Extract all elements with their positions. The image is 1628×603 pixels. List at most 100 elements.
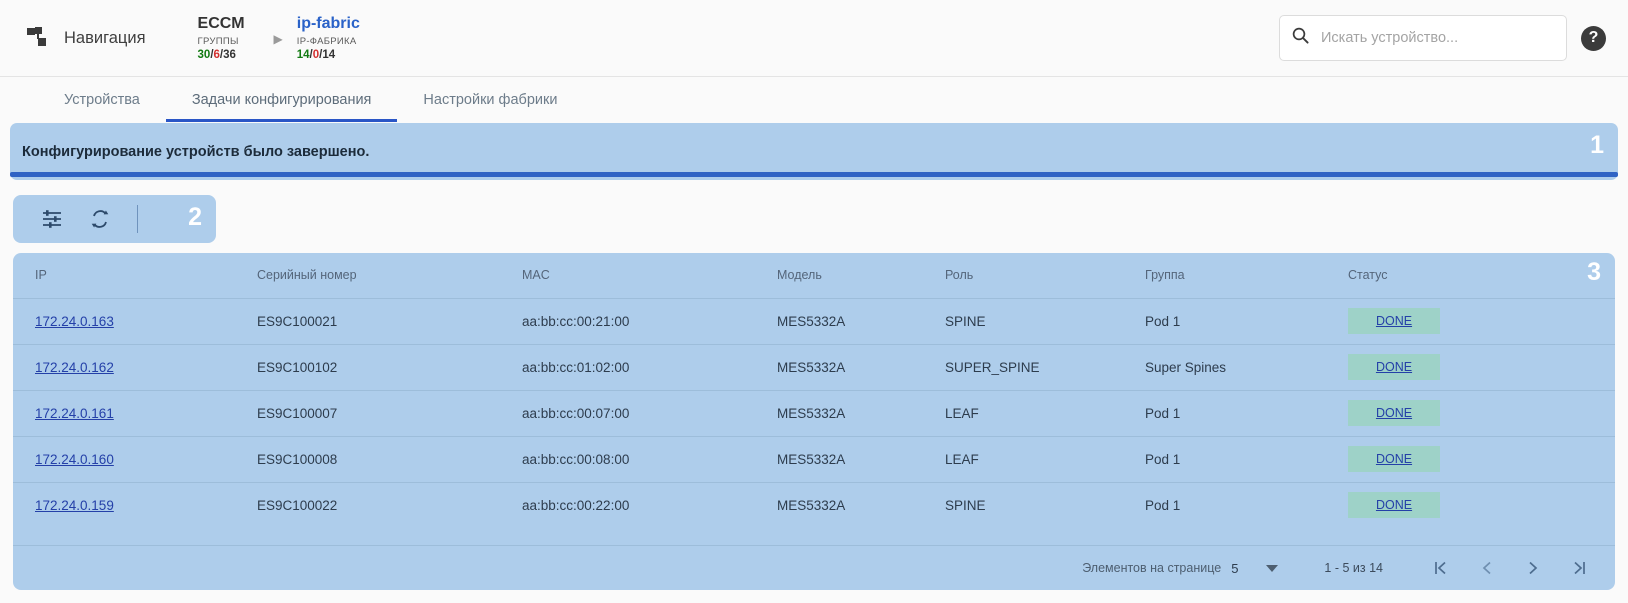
ipfabric-count-sep2: / bbox=[319, 48, 323, 61]
toolbar-divider bbox=[137, 205, 138, 233]
last-page-icon[interactable] bbox=[1561, 550, 1597, 586]
table-row[interactable]: 172.24.0.159 ES9C100022 aa:bb:cc:00:22:0… bbox=[13, 481, 1615, 528]
cell-role: SUPER_SPINE bbox=[923, 343, 1123, 390]
tab-configuration-tasks-label: Задачи конфигурирования bbox=[191, 91, 372, 108]
status-badge[interactable]: DONE bbox=[1348, 400, 1440, 426]
status-badge-label[interactable]: DONE bbox=[1375, 360, 1413, 374]
tab-fabric-settings[interactable]: Настройки фабрики bbox=[397, 77, 583, 122]
cell-group: Super Spines bbox=[1123, 343, 1326, 390]
help-circle-icon[interactable]: ? bbox=[1581, 25, 1606, 51]
ip-link[interactable]: 172.24.0.160 bbox=[35, 451, 114, 467]
chevron-left-icon[interactable] bbox=[1469, 550, 1505, 586]
status-badge-label[interactable]: DONE bbox=[1375, 406, 1413, 420]
sitemap-icon bbox=[26, 26, 52, 50]
status-badge[interactable]: DONE bbox=[1348, 354, 1440, 380]
breadcrumb-item-eccm[interactable]: ECCM ГРУППЫ 30/6/36 bbox=[198, 15, 260, 62]
cell-mac: aa:bb:cc:00:08:00 bbox=[500, 435, 755, 482]
cell-group: Pod 1 bbox=[1123, 481, 1326, 528]
breadcrumb-eccm-subtitle: ГРУППЫ bbox=[197, 35, 239, 47]
eccm-count-sep1: / bbox=[210, 48, 214, 61]
cell-role: LEAF bbox=[923, 435, 1123, 482]
cell-serial: ES9C100022 bbox=[235, 481, 500, 528]
column-header-role[interactable]: Роль bbox=[945, 268, 974, 283]
status-badge-label[interactable]: DONE bbox=[1375, 498, 1413, 513]
tab-devices-label: Устройства bbox=[64, 91, 140, 108]
breadcrumb-separator-icon: ▶ bbox=[273, 32, 283, 46]
eccm-count-bad: 6 bbox=[213, 48, 220, 61]
search-input[interactable] bbox=[1319, 29, 1554, 47]
ip-link[interactable]: 172.24.0.159 bbox=[35, 497, 114, 513]
ipfabric-count-sep1: / bbox=[309, 48, 313, 61]
sync-icon[interactable] bbox=[85, 204, 115, 234]
tune-icon[interactable] bbox=[37, 204, 67, 234]
annotation-marker-2: 2 bbox=[188, 203, 202, 231]
header-right-group: ? bbox=[1279, 15, 1606, 61]
breadcrumb-ipfabric-subtitle: IP-ФАБРИКА bbox=[296, 35, 357, 47]
annotation-marker-3: 3 bbox=[1587, 258, 1601, 286]
column-header-group[interactable]: Группа bbox=[1145, 268, 1185, 283]
chevron-right-icon[interactable] bbox=[1515, 550, 1551, 586]
cell-model: MES5332A bbox=[755, 343, 923, 390]
status-badge-label[interactable]: DONE bbox=[1375, 314, 1413, 328]
chevron-down-icon bbox=[1266, 564, 1279, 572]
cell-role: SPINE bbox=[923, 297, 1123, 344]
table-toolbar: 2 bbox=[13, 195, 216, 243]
cell-mac: aa:bb:cc:01:02:00 bbox=[500, 343, 755, 390]
cell-status: DONE bbox=[1326, 389, 1615, 436]
cell-status: DONE bbox=[1326, 297, 1615, 344]
items-per-page-value: 5 bbox=[1231, 560, 1239, 576]
ip-link[interactable]: 172.24.0.163 bbox=[35, 313, 114, 329]
table-row[interactable]: 172.24.0.162 ES9C100102 aa:bb:cc:01:02:0… bbox=[13, 343, 1615, 390]
ipfabric-count-ok: 14 bbox=[296, 48, 310, 61]
navigation-button[interactable]: Навигация bbox=[26, 26, 146, 50]
table-row[interactable]: 172.24.0.161 ES9C100007 aa:bb:cc:00:07:0… bbox=[13, 389, 1615, 436]
cell-serial: ES9C100008 bbox=[235, 435, 500, 482]
notification-banner-message: Конфигурирование устройств было завершен… bbox=[22, 143, 370, 160]
breadcrumb-eccm-counts: 30/6/36 bbox=[198, 48, 236, 62]
eccm-count-sep2: / bbox=[219, 48, 224, 61]
cell-ip: 172.24.0.159 bbox=[13, 481, 235, 528]
table-row[interactable]: 172.24.0.160 ES9C100008 aa:bb:cc:00:08:0… bbox=[13, 435, 1615, 482]
items-per-page-label: Элементов на странице bbox=[1082, 561, 1222, 575]
help-glyph: ? bbox=[1588, 29, 1599, 46]
notification-banner: Конфигурирование устройств было завершен… bbox=[10, 123, 1618, 180]
breadcrumb-ipfabric-title[interactable]: ip-fabric bbox=[296, 14, 360, 32]
first-page-icon[interactable] bbox=[1423, 550, 1459, 586]
ip-link[interactable]: 172.24.0.161 bbox=[35, 405, 114, 421]
cell-model: MES5332A bbox=[755, 435, 923, 482]
cell-status: DONE bbox=[1326, 435, 1615, 482]
items-per-page-select[interactable]: 5 bbox=[1231, 560, 1279, 576]
cell-serial: ES9C100021 bbox=[235, 297, 500, 344]
eccm-count-ok: 30 bbox=[197, 48, 211, 61]
cell-model: MES5332A bbox=[755, 297, 923, 344]
column-header-model[interactable]: Модель bbox=[777, 268, 822, 283]
search-box[interactable] bbox=[1279, 15, 1567, 61]
devices-table: IP Серийный номер MAC Модель Роль Группа… bbox=[13, 253, 1615, 528]
status-badge-label[interactable]: DONE bbox=[1375, 452, 1413, 466]
pagination-buttons bbox=[1423, 550, 1597, 586]
notification-banner-underline bbox=[10, 172, 1618, 177]
column-header-mac[interactable]: MAC bbox=[522, 268, 550, 283]
cell-ip: 172.24.0.162 bbox=[13, 343, 235, 390]
table-header-row: IP Серийный номер MAC Модель Роль Группа… bbox=[13, 253, 1615, 298]
breadcrumb-item-ip-fabric[interactable]: ip-fabric IP-ФАБРИКА 14/0/14 bbox=[297, 15, 360, 62]
table-row[interactable]: 172.24.0.163 ES9C100021 aa:bb:cc:00:21:0… bbox=[13, 297, 1615, 344]
ipfabric-count-bad: 0 bbox=[312, 48, 320, 61]
cell-group: Pod 1 bbox=[1123, 297, 1326, 344]
table-paginator: Элементов на странице 5 1 - 5 из 14 bbox=[13, 545, 1615, 590]
status-badge[interactable]: DONE bbox=[1348, 446, 1440, 472]
column-header-status[interactable]: Статус bbox=[1348, 268, 1388, 283]
cell-status: DONE bbox=[1326, 343, 1615, 390]
ipfabric-count-total: 14 bbox=[322, 48, 336, 61]
tab-configuration-tasks[interactable]: Задачи конфигурирования bbox=[165, 77, 398, 122]
cell-mac: aa:bb:cc:00:22:00 bbox=[500, 481, 755, 528]
status-badge[interactable]: DONE bbox=[1348, 308, 1440, 334]
ip-link[interactable]: 172.24.0.162 bbox=[35, 359, 114, 375]
cell-ip: 172.24.0.160 bbox=[13, 435, 235, 482]
status-badge[interactable]: DONE bbox=[1348, 492, 1440, 519]
navigation-label: Навигация bbox=[64, 28, 146, 47]
column-header-serial[interactable]: Серийный номер bbox=[257, 268, 357, 283]
cell-mac: aa:bb:cc:00:07:00 bbox=[500, 389, 755, 436]
tab-devices[interactable]: Устройства bbox=[38, 77, 166, 122]
column-header-ip[interactable]: IP bbox=[35, 268, 47, 283]
